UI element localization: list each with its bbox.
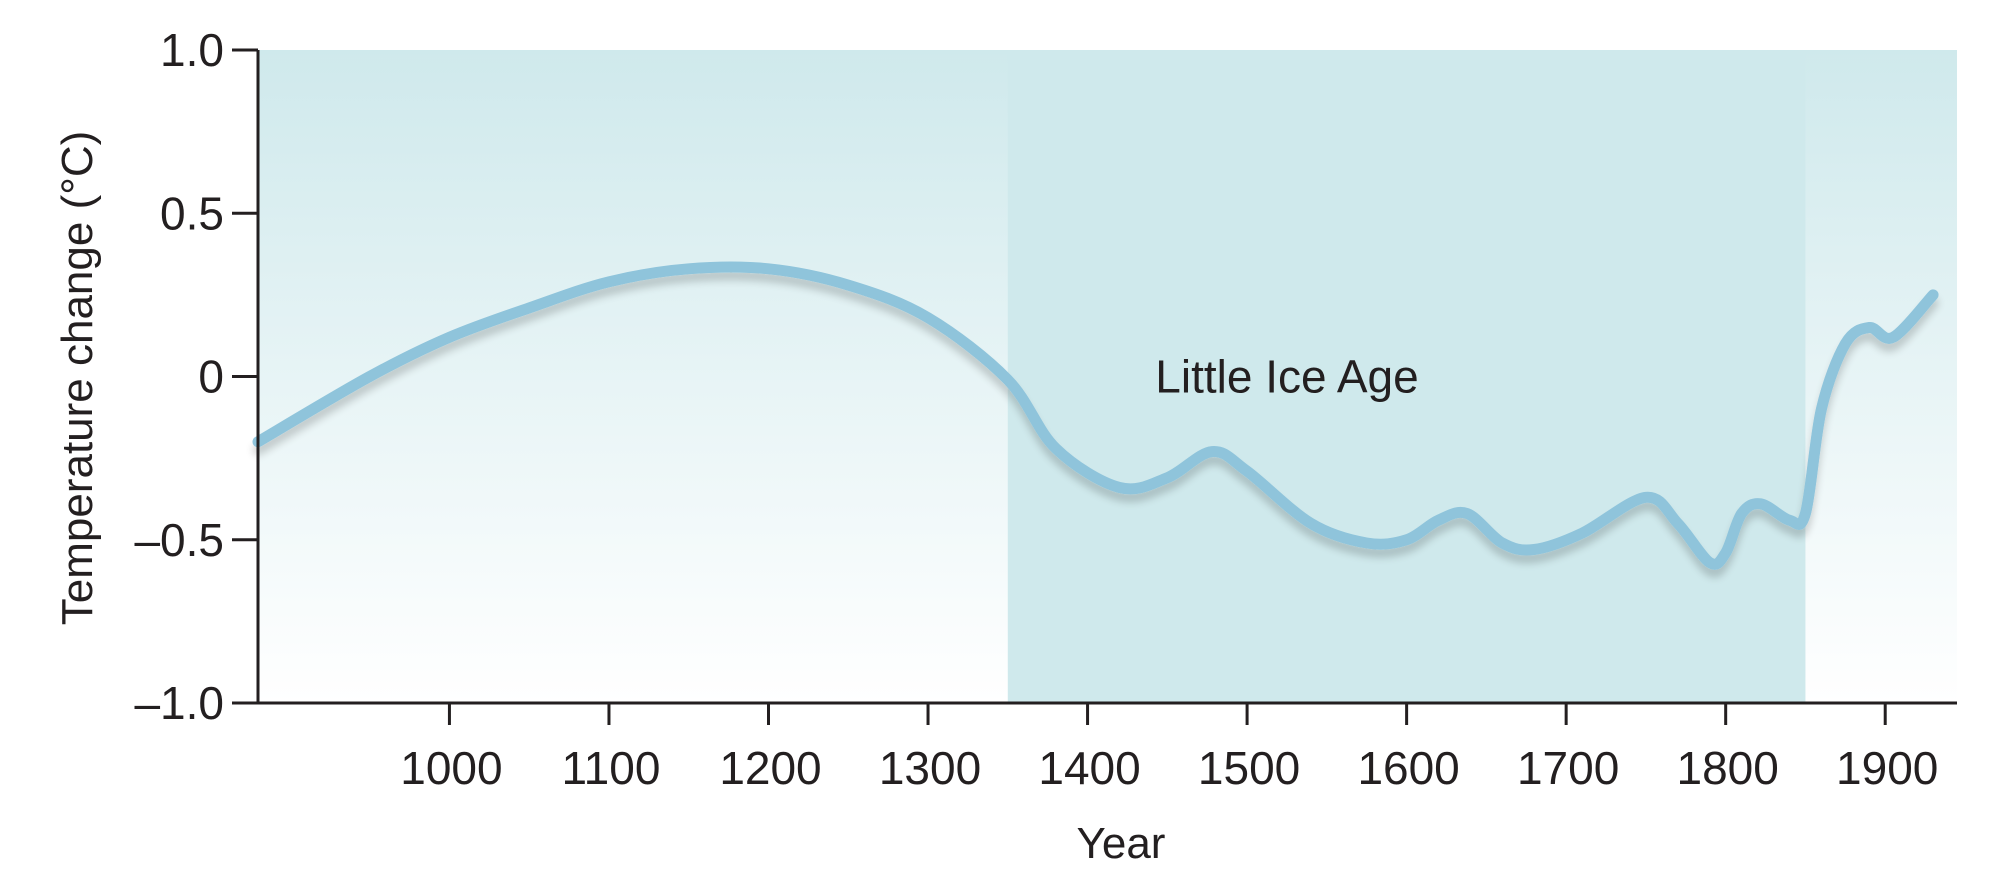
x-tick-label-3: 1300 xyxy=(879,742,981,794)
data-point-31 xyxy=(1820,408,1822,410)
data-point-18 xyxy=(1438,519,1440,521)
data-point-13 xyxy=(1211,451,1213,453)
data-point-20 xyxy=(1501,542,1503,544)
data-point-33 xyxy=(1868,327,1870,329)
data-point-27 xyxy=(1741,513,1743,515)
data-point-23 xyxy=(1645,496,1647,498)
y-tick-label-3: –0.5 xyxy=(134,514,224,566)
data-point-25 xyxy=(1709,562,1711,564)
data-point-15 xyxy=(1310,522,1312,524)
x-tick-label-4: 1400 xyxy=(1038,742,1140,794)
data-point-28 xyxy=(1760,503,1762,505)
data-point-29 xyxy=(1788,519,1790,521)
x-tick-label-2: 1200 xyxy=(719,742,821,794)
y-tick-label-2: 0 xyxy=(198,351,224,403)
data-point-6 xyxy=(767,268,769,270)
y-tick-label-0: 1.0 xyxy=(160,24,224,76)
data-point-32 xyxy=(1844,343,1846,345)
data-point-19 xyxy=(1466,513,1468,515)
data-point-30 xyxy=(1804,513,1806,515)
data-point-12 xyxy=(1166,477,1168,479)
data-point-2 xyxy=(448,336,450,338)
x-tick-label-7: 1700 xyxy=(1517,742,1619,794)
data-point-3 xyxy=(528,307,530,309)
x-tick-label-0: 1000 xyxy=(400,742,502,794)
data-point-21 xyxy=(1533,549,1535,551)
data-point-1 xyxy=(369,376,371,378)
data-point-26 xyxy=(1725,552,1727,554)
data-point-7 xyxy=(847,284,849,286)
little-ice-age-band xyxy=(1007,50,1806,703)
little-ice-age-label: Little Ice Age xyxy=(1155,351,1418,403)
x-tick-label-9: 1900 xyxy=(1836,742,1938,794)
temperature-series-line xyxy=(252,261,1939,570)
x-tick-label-5: 1500 xyxy=(1198,742,1300,794)
x-tick-label-8: 1800 xyxy=(1677,742,1779,794)
x-axis-title: Year xyxy=(1077,819,1166,868)
x-axis-ticks: 1000 1100 1200 1300 1400 1500 1600 1700 1800 1900 xyxy=(400,703,1938,794)
data-point-35 xyxy=(1932,294,1934,296)
data-point-17 xyxy=(1406,539,1408,541)
data-point-14 xyxy=(1246,470,1248,472)
data-point-10 xyxy=(1055,447,1057,449)
data-point-8 xyxy=(927,317,929,319)
y-axis-title: Temperature change (°C) xyxy=(53,131,102,625)
data-point-4 xyxy=(608,281,610,283)
data-point-24 xyxy=(1677,522,1679,524)
data-point-16 xyxy=(1366,542,1368,544)
data-point-22 xyxy=(1581,532,1583,534)
y-tick-label-4: –1.0 xyxy=(134,677,224,729)
x-tick-label-1: 1100 xyxy=(562,742,661,794)
data-point-11 xyxy=(1118,487,1120,489)
y-axis-ticks: 1.0 0.5 0 –0.5 –1.0 xyxy=(134,24,258,729)
data-point-5 xyxy=(688,268,690,270)
data-point-9 xyxy=(1007,379,1009,381)
data-point-34 xyxy=(1892,336,1894,338)
y-tick-label-1: 0.5 xyxy=(160,187,224,239)
x-tick-label-6: 1600 xyxy=(1357,742,1459,794)
